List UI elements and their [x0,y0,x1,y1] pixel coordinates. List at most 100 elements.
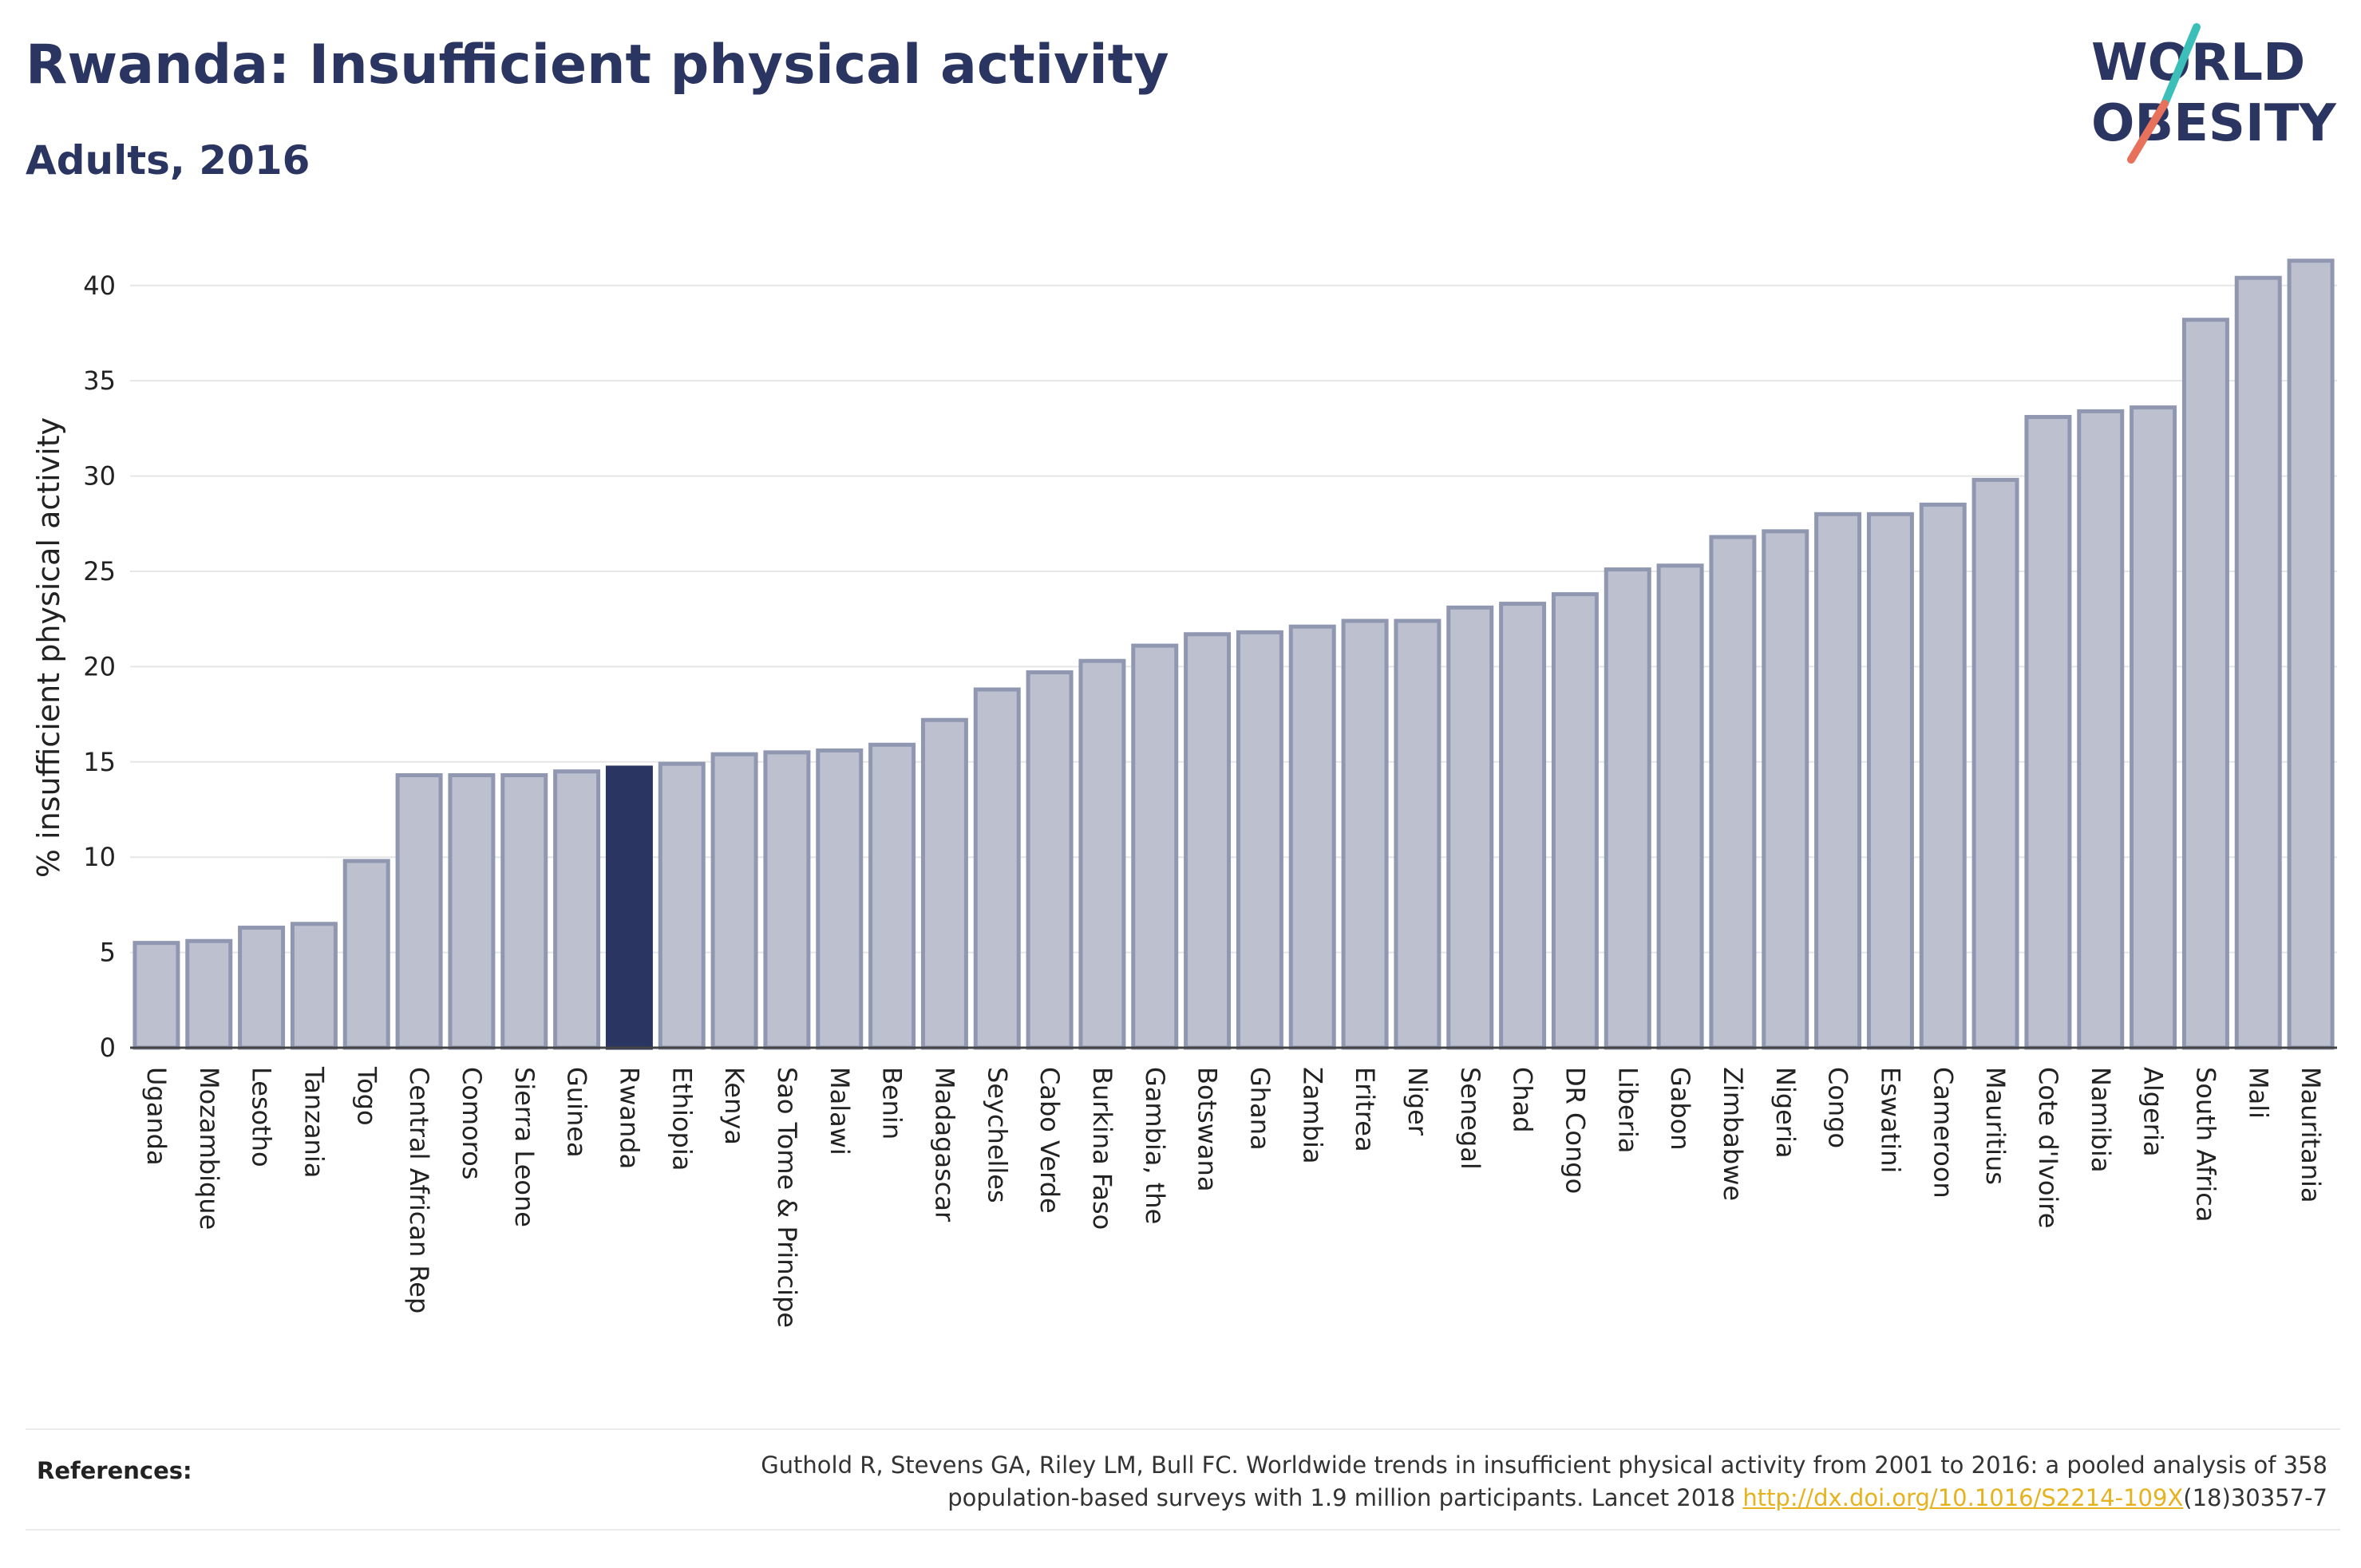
bar-comoros [448,773,496,1050]
x-tick-label: Cabo Verde [1034,1067,1065,1214]
bar-congo [1814,511,1862,1050]
x-tick-label: Seychelles [982,1067,1012,1203]
x-tick-label: Gabon [1665,1067,1695,1151]
bar-tanzania [290,922,338,1050]
bar-ghana [1236,630,1283,1050]
references-citation: Guthold R, Stevens GA, Riley LM, Bull FC… [492,1449,2327,1515]
bar-central-african-rep [395,773,443,1050]
bar-mauritania [2287,259,2335,1050]
x-tick-label: Zambia [1297,1067,1327,1164]
x-tick-label: Sierra Leone [509,1067,540,1227]
bar-botswana [1184,632,1232,1050]
bar-zambia [1288,624,1336,1050]
x-tick-label: Ghana [1244,1067,1275,1151]
citation-line-1: Guthold R, Stevens GA, Riley LM, Bull FC… [761,1451,2327,1479]
x-tick-label: South Africa [2190,1067,2221,1222]
x-tick-label: Mauritius [1980,1067,2011,1185]
references-panel: References: Guthold R, Stevens GA, Riley… [26,1428,2340,1530]
x-tick-label: Gambia, the [1140,1067,1170,1224]
bar-cote-d-ivoire [2024,415,2072,1050]
x-tick-label: Burkina Faso [1087,1067,1117,1230]
bar-sao-tome-principe [763,750,811,1050]
x-tick-label: Namibia [2086,1067,2116,1172]
citation-line-2: population-based surveys with 1.9 millio… [947,1484,1743,1512]
x-tick-label: Lesotho [247,1067,277,1167]
x-tick-label: Liberia [1612,1067,1643,1153]
x-tick-label: DR Congo [1560,1067,1590,1194]
bar-eswatini [1866,511,1914,1050]
world-obesity-logo: WORLD OBESITY [2091,23,2336,164]
bar-eritrea [1341,618,1389,1050]
x-tick-label: Ethiopia [666,1067,697,1171]
bar-lesotho [238,926,286,1050]
bar-dr-congo [1551,592,1599,1050]
x-tick-label: Senegal [1455,1067,1485,1170]
y-tick-label: 35 [83,365,116,396]
x-tick-label: Cote d'Ivoire [2033,1067,2063,1228]
x-tick-label: Mauritania [2296,1067,2326,1203]
x-tick-label: Nigeria [1770,1067,1801,1158]
x-tick-label: Madagascar [929,1067,959,1222]
y-tick-label: 40 [83,271,116,301]
bar-niger [1394,618,1442,1050]
bar-cameroon [1919,502,1967,1050]
x-tick-label: Central African Rep [404,1067,434,1313]
citation-line-2-suffix: (18)30357-7 [2183,1484,2327,1512]
x-tick-label: Benin [877,1067,908,1139]
bar-algeria [2130,405,2177,1050]
logo-word-world: WORLD [2091,34,2305,93]
logo-slash-teal [2161,23,2201,108]
y-tick-label: 30 [83,461,116,492]
chart-subtitle: Adults, 2016 [26,137,310,184]
x-tick-label: Cameroon [1928,1067,1958,1199]
bar-zimbabwe [1709,535,1757,1050]
logo-slash-coral [2127,100,2169,164]
x-tick-label: Rwanda [614,1067,644,1169]
bar-liberia [1604,567,1651,1050]
y-tick-label: 15 [83,747,116,777]
logo-word-obesity: OBESITY [2091,94,2336,153]
bar-chart: 0 5 10 15 20 25 30 35 40 % insufficient physical … [31,259,2337,1328]
bar-gambia-the [1131,643,1179,1050]
x-tick-label: Chad [1508,1067,1538,1133]
x-tick-label: Mali [2243,1067,2273,1119]
x-tick-label: Congo [1823,1067,1853,1148]
bar-namibia [2077,409,2125,1050]
x-tick-label: Uganda [141,1067,172,1166]
x-tick-label: Mozambique [194,1067,224,1230]
bar-uganda [132,941,180,1050]
x-tick-label: Botswana [1192,1067,1223,1191]
bar-madagascar [920,717,968,1050]
bar-gabon [1656,563,1704,1050]
x-tick-label: Malawi [825,1067,855,1155]
bar-chad [1499,602,1547,1050]
bar-mauritius [1971,477,2019,1050]
references-label: References: [37,1457,192,1484]
x-tick-label: Guinea [562,1067,592,1158]
bar-benin [868,742,916,1050]
y-tick-label: 25 [83,556,116,587]
x-tick-label: Comoros [457,1067,487,1179]
bar-mozambique [185,938,233,1050]
x-tick-label: Eswatini [1875,1067,1905,1173]
bar-senegal [1446,605,1494,1050]
y-tick-label: 5 [100,938,116,968]
chart-title: Rwanda: Insufficient physical activity [26,34,1169,97]
x-tick-label: Algeria [2138,1067,2169,1156]
x-tick-label: Zimbabwe [1718,1067,1748,1201]
bar-sierra-leone [500,773,548,1050]
x-tick-label: Niger [1402,1067,1433,1136]
x-tick-label: Sao Tome & Principe [772,1067,802,1328]
doi-link[interactable]: http://dx.doi.org/10.1016/S2214-109X [1742,1484,2184,1512]
x-tick-label: Kenya [719,1067,749,1145]
y-tick-label: 10 [83,842,116,872]
bar-south-africa [2181,318,2229,1050]
bar-guinea [553,769,601,1050]
bar-nigeria [1762,529,1809,1050]
x-tick-label: Tanzania [299,1066,329,1178]
x-tick-label: Togo [351,1066,382,1126]
x-tick-label: Eritrea [1350,1067,1380,1152]
y-tick-label: 20 [83,651,116,681]
bar-ethiopia [658,761,706,1050]
bar-burkina-faso [1078,658,1126,1050]
